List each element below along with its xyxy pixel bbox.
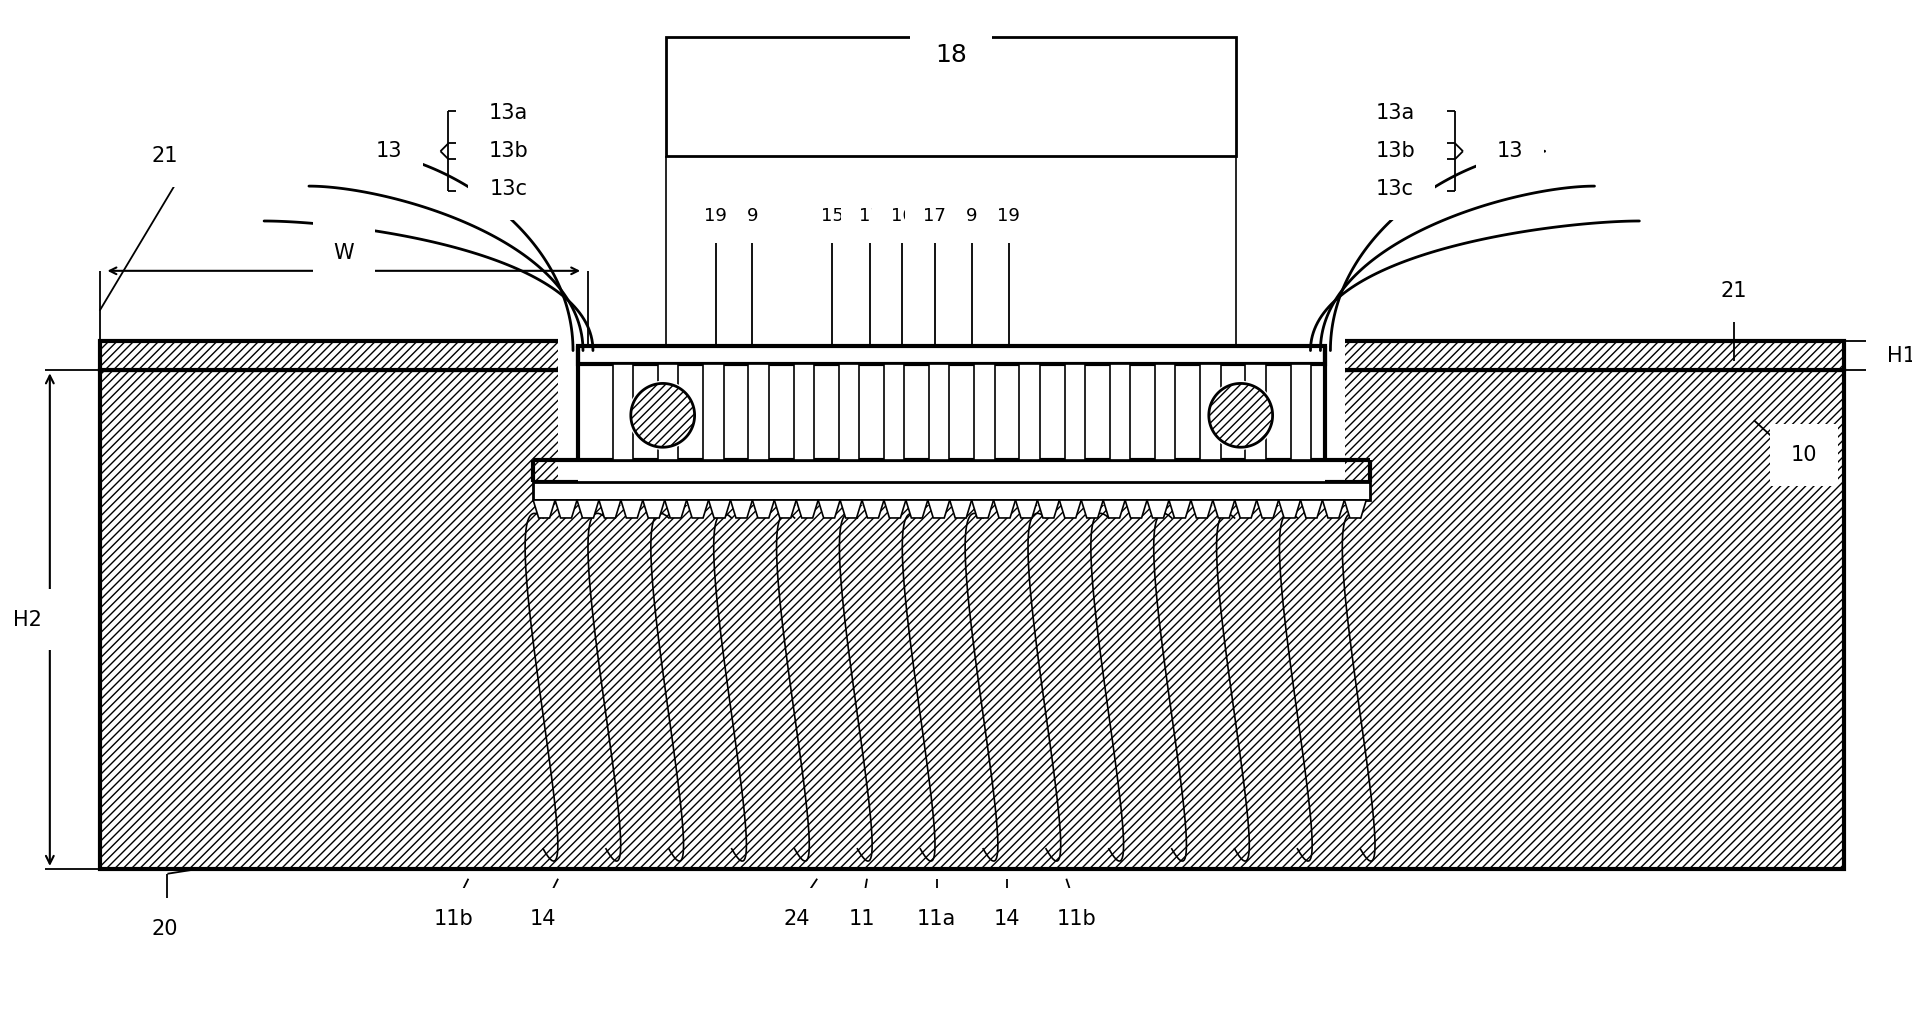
Text: 14: 14 (992, 909, 1019, 928)
Bar (1245, 363, 1266, 460)
Polygon shape (1038, 500, 1059, 518)
Bar (614, 363, 633, 460)
Text: 11: 11 (849, 909, 876, 928)
Polygon shape (994, 500, 1015, 518)
Polygon shape (730, 500, 753, 518)
Text: 11b: 11b (434, 909, 474, 928)
Polygon shape (1323, 500, 1344, 518)
Bar (793, 363, 815, 460)
Text: 19: 19 (704, 207, 727, 225)
Text: 13b: 13b (488, 142, 528, 161)
Text: 18: 18 (935, 43, 967, 66)
Polygon shape (774, 500, 795, 518)
Polygon shape (1124, 500, 1147, 518)
Text: 13a: 13a (1375, 104, 1415, 123)
Text: 17: 17 (858, 207, 881, 225)
Polygon shape (906, 500, 927, 518)
Bar (1201, 363, 1220, 460)
Polygon shape (631, 384, 694, 447)
Polygon shape (818, 500, 839, 518)
Bar (533, 483, 1371, 500)
Polygon shape (709, 500, 730, 518)
Polygon shape (621, 500, 642, 518)
Polygon shape (795, 500, 818, 518)
Bar (1019, 363, 1040, 460)
Circle shape (629, 382, 696, 449)
Text: 20: 20 (151, 918, 178, 939)
Polygon shape (839, 500, 862, 518)
Text: 10: 10 (1790, 445, 1816, 465)
Text: 11b: 11b (1057, 909, 1096, 928)
Text: 19: 19 (996, 207, 1019, 225)
Text: 13b: 13b (1375, 142, 1415, 161)
Text: 11a: 11a (918, 909, 956, 928)
Text: 9: 9 (748, 207, 759, 225)
Bar (704, 363, 723, 460)
Polygon shape (577, 500, 598, 518)
Polygon shape (1344, 500, 1367, 518)
Bar (558, 336, 1346, 505)
Text: 16: 16 (891, 207, 914, 225)
Text: 21: 21 (151, 147, 178, 166)
Polygon shape (554, 500, 577, 518)
Polygon shape (1191, 500, 1212, 518)
Polygon shape (1256, 500, 1279, 518)
Text: W: W (333, 243, 354, 263)
Polygon shape (1082, 500, 1103, 518)
Text: 24: 24 (784, 909, 811, 928)
Bar (99, 341, 1843, 371)
Polygon shape (665, 500, 686, 518)
Bar (839, 363, 858, 460)
Text: 13: 13 (375, 142, 402, 161)
Circle shape (1206, 382, 1275, 449)
Text: 9: 9 (966, 207, 977, 225)
Polygon shape (686, 500, 709, 518)
Polygon shape (1212, 500, 1235, 518)
Polygon shape (1147, 500, 1168, 518)
Polygon shape (1279, 500, 1300, 518)
Bar (929, 363, 950, 460)
Polygon shape (1235, 500, 1256, 518)
Text: 13c: 13c (1377, 179, 1415, 200)
Bar (99, 371, 1843, 868)
Polygon shape (642, 500, 665, 518)
Bar (1155, 363, 1176, 460)
Polygon shape (927, 500, 950, 518)
Bar (975, 363, 994, 460)
Text: 13c: 13c (489, 179, 528, 200)
Bar (1109, 363, 1130, 460)
Bar (1065, 363, 1084, 460)
Polygon shape (533, 500, 554, 518)
Bar (577, 345, 1325, 363)
Text: H1: H1 (1887, 345, 1912, 365)
Text: 21: 21 (1721, 281, 1748, 300)
Text: 17: 17 (923, 207, 946, 225)
Text: H2: H2 (13, 610, 42, 629)
Bar (883, 363, 904, 460)
Text: 13: 13 (1497, 142, 1524, 161)
Polygon shape (862, 500, 883, 518)
Polygon shape (1015, 500, 1038, 518)
Bar (1291, 363, 1312, 460)
Polygon shape (1300, 500, 1323, 518)
Polygon shape (1168, 500, 1191, 518)
Polygon shape (1059, 500, 1082, 518)
Text: 14: 14 (530, 909, 556, 928)
Text: 13a: 13a (489, 104, 528, 123)
Polygon shape (598, 500, 621, 518)
Bar (665, 37, 1235, 156)
Polygon shape (1103, 500, 1124, 518)
Bar (658, 363, 679, 460)
Bar (748, 363, 769, 460)
Polygon shape (753, 500, 774, 518)
Text: 15: 15 (820, 207, 843, 225)
Polygon shape (1208, 384, 1273, 447)
Polygon shape (950, 500, 971, 518)
Polygon shape (971, 500, 994, 518)
Polygon shape (883, 500, 906, 518)
